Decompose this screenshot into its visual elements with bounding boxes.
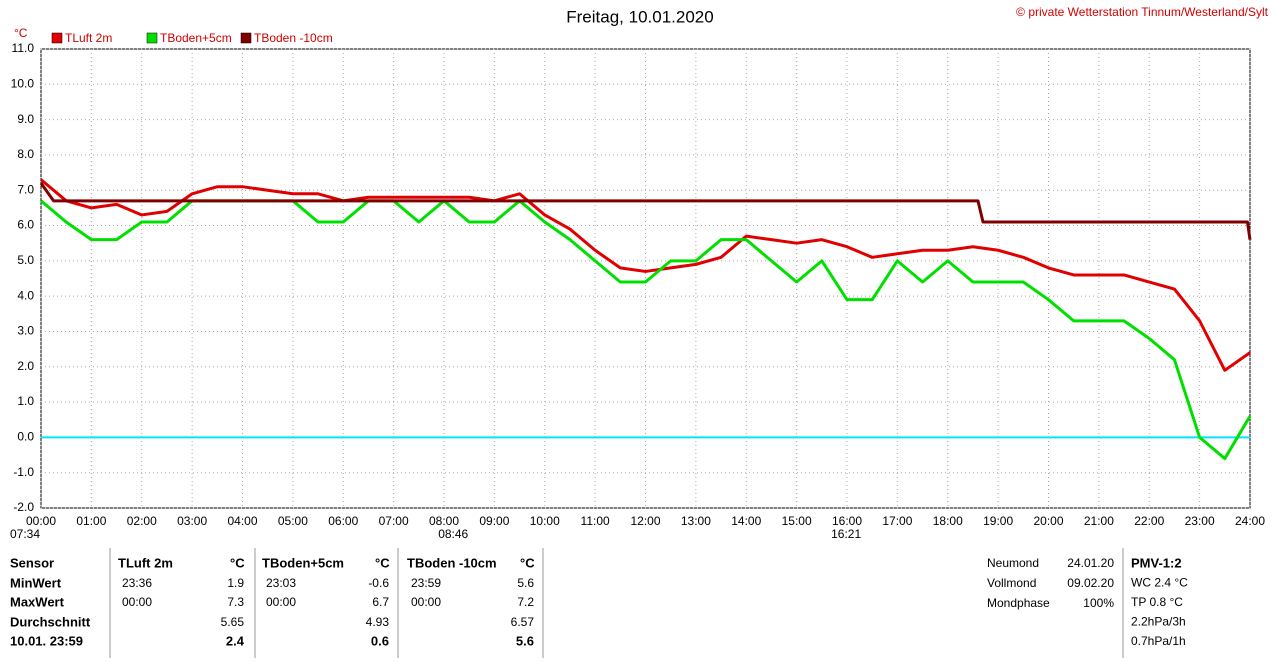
table-header: °C bbox=[230, 555, 245, 570]
x-tick-label: 05:00 bbox=[278, 514, 308, 528]
sun-time: 08:46 bbox=[438, 527, 468, 541]
chart-title: Freitag, 10.01.2020 bbox=[566, 7, 713, 26]
moon-label: Mondphase bbox=[987, 596, 1050, 610]
moon-value: 24.01.20 bbox=[1067, 556, 1114, 570]
x-tick-label: 07:00 bbox=[379, 514, 409, 528]
table-header: °C bbox=[520, 555, 535, 570]
x-tick-label: 04:00 bbox=[227, 514, 257, 528]
y-tick-label: -2.0 bbox=[13, 500, 34, 514]
x-tick-label: 24:00 bbox=[1235, 514, 1265, 528]
cell-value: 7.3 bbox=[227, 595, 244, 609]
series-line bbox=[39, 182, 1252, 240]
cell-value: 6.57 bbox=[511, 615, 535, 629]
cell-time: 23:03 bbox=[266, 576, 296, 590]
table-header: TBoden+5cm bbox=[262, 555, 344, 570]
cell-value: 5.65 bbox=[221, 615, 245, 629]
cell-time: 00:00 bbox=[122, 595, 152, 609]
row-label: MaxWert bbox=[10, 594, 65, 609]
x-tick-label: 20:00 bbox=[1033, 514, 1063, 528]
x-tick-label: 17:00 bbox=[882, 514, 912, 528]
legend-swatch bbox=[240, 32, 252, 44]
y-tick-label: 11.0 bbox=[12, 41, 35, 55]
y-tick-label: 5.0 bbox=[17, 253, 34, 267]
table-header: °C bbox=[375, 555, 390, 570]
x-tick-label: 02:00 bbox=[127, 514, 157, 528]
x-tick-label: 01:00 bbox=[76, 514, 106, 528]
moon-value: 09.02.20 bbox=[1067, 576, 1114, 590]
x-tick-label: 13:00 bbox=[681, 514, 711, 528]
y-tick-label: 2.0 bbox=[17, 359, 34, 373]
y-tick-label: 3.0 bbox=[17, 324, 34, 338]
extra-info: TP 0.8 °C bbox=[1131, 595, 1183, 609]
extra-info: PMV-1:2 bbox=[1131, 555, 1182, 570]
moon-label: Vollmond bbox=[987, 576, 1036, 590]
y-unit: °C bbox=[14, 26, 28, 40]
x-tick-label: 22:00 bbox=[1134, 514, 1164, 528]
y-tick-label: 8.0 bbox=[17, 147, 34, 161]
row-label: Durchschnitt bbox=[10, 614, 91, 629]
x-tick-label: 08:00 bbox=[429, 514, 459, 528]
x-tick-label: 21:00 bbox=[1084, 514, 1114, 528]
y-tick-label: 9.0 bbox=[17, 112, 34, 126]
table-header: Sensor bbox=[10, 555, 54, 570]
legend-label: TLuft 2m bbox=[65, 31, 112, 45]
x-tick-label: 19:00 bbox=[983, 514, 1013, 528]
extra-info: 2.2hPa/3h bbox=[1131, 615, 1186, 629]
legend-swatch bbox=[51, 32, 63, 44]
row-label: MinWert bbox=[10, 575, 62, 590]
cell-value: 5.6 bbox=[516, 633, 534, 648]
table-header: TLuft 2m bbox=[118, 555, 173, 570]
y-tick-label: 6.0 bbox=[17, 218, 34, 232]
x-tick-label: 03:00 bbox=[177, 514, 207, 528]
extra-info: 0.7hPa/1h bbox=[1131, 634, 1186, 648]
x-tick-label: 10:00 bbox=[530, 514, 560, 528]
cell-value: 4.93 bbox=[366, 615, 390, 629]
x-tick-label: 23:00 bbox=[1185, 514, 1215, 528]
cell-time: 23:59 bbox=[411, 576, 441, 590]
x-tick-label: 18:00 bbox=[933, 514, 963, 528]
sun-time: 16:21 bbox=[831, 527, 861, 541]
cell-time: 00:00 bbox=[266, 595, 296, 609]
table-header: TBoden -10cm bbox=[407, 555, 497, 570]
cell-value: -0.6 bbox=[368, 576, 389, 590]
x-tick-label: 00:00 bbox=[26, 514, 56, 528]
cell-value: 5.6 bbox=[517, 576, 534, 590]
y-tick-label: 4.0 bbox=[17, 288, 34, 302]
sun-time: 07:34 bbox=[10, 527, 40, 541]
moon-label: Neumond bbox=[987, 556, 1039, 570]
series-line bbox=[40, 178, 1251, 372]
y-tick-label: 7.0 bbox=[17, 182, 34, 196]
y-tick-label: 0.0 bbox=[17, 430, 34, 444]
x-tick-label: 11:00 bbox=[581, 514, 610, 528]
cell-value: 6.7 bbox=[372, 595, 389, 609]
y-tick-label: -1.0 bbox=[13, 465, 34, 479]
x-tick-label: 16:00 bbox=[832, 514, 862, 528]
x-tick-label: 09:00 bbox=[479, 514, 509, 528]
legend-label: TBoden -10cm bbox=[254, 31, 333, 45]
copyright: © private Wetterstation Tinnum/Westerlan… bbox=[1016, 5, 1269, 19]
cell-time: 00:00 bbox=[411, 595, 441, 609]
y-tick-label: 10.0 bbox=[11, 76, 35, 90]
legend-label: TBoden+5cm bbox=[160, 31, 232, 45]
cell-value: 2.4 bbox=[226, 633, 245, 648]
extra-info: WC 2.4 °C bbox=[1131, 576, 1188, 590]
x-tick-label: 15:00 bbox=[782, 514, 812, 528]
x-tick-label: 12:00 bbox=[630, 514, 660, 528]
cell-value: 0.6 bbox=[371, 633, 389, 648]
x-tick-label: 06:00 bbox=[328, 514, 358, 528]
legend-swatch bbox=[146, 32, 158, 44]
moon-value: 100% bbox=[1083, 596, 1114, 610]
cell-time: 23:36 bbox=[122, 576, 152, 590]
row-label: 10.01. 23:59 bbox=[10, 633, 83, 648]
y-tick-label: 1.0 bbox=[17, 394, 34, 408]
cell-value: 1.9 bbox=[227, 576, 244, 590]
cell-value: 7.2 bbox=[517, 595, 534, 609]
x-tick-label: 14:00 bbox=[731, 514, 761, 528]
